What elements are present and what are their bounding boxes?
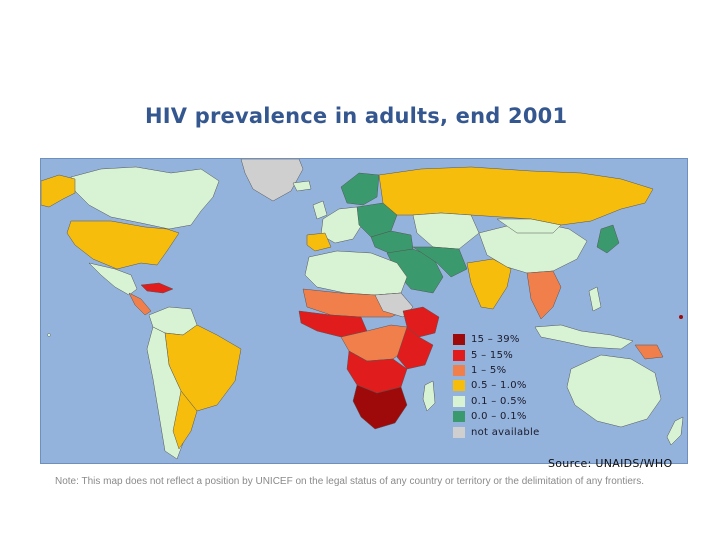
region-indonesia [534, 324, 634, 350]
map-legend: 15 – 39% 5 – 15% 1 – 5% 0.5 – 1.0% 0.1 –… [453, 332, 540, 440]
region-greenland [240, 159, 304, 202]
disclaimer-note: Note: This map does not reflect a positi… [55, 476, 644, 487]
island-marker [47, 333, 51, 337]
legend-label: 15 – 39% [471, 334, 520, 346]
legend-swatch [453, 426, 465, 438]
legend-item: not available [453, 424, 540, 439]
region-usa [66, 220, 180, 270]
region-australia [566, 354, 662, 428]
region-madagascar [422, 380, 436, 412]
legend-swatch [453, 349, 465, 361]
legend-item: 1 – 5% [453, 363, 540, 378]
region-uk [312, 200, 328, 220]
region-east-africa [396, 326, 434, 370]
legend-label: 5 – 15% [471, 349, 514, 361]
legend-label: 1 – 5% [471, 364, 507, 376]
legend-item: 0.5 – 1.0% [453, 378, 540, 393]
region-central-asia [412, 212, 480, 250]
legend-label: 0.0 – 0.1% [471, 411, 527, 423]
legend-item: 0.1 – 0.5% [453, 394, 540, 409]
region-alaska [41, 174, 76, 208]
island-marker [679, 315, 683, 319]
region-iberia [306, 232, 332, 252]
region-argentina [172, 390, 198, 450]
legend-label: 0.5 – 1.0% [471, 380, 527, 392]
region-iceland [292, 180, 312, 192]
legend-item: 0.0 – 0.1% [453, 409, 540, 424]
map-title: HIV prevalence in adults, end 2001 [145, 104, 568, 128]
region-japan [596, 224, 620, 254]
region-philippines [588, 286, 602, 312]
region-southern-africa [352, 384, 408, 430]
legend-item: 5 – 15% [453, 347, 540, 362]
legend-label: not available [471, 426, 540, 438]
region-western-europe [320, 206, 364, 244]
source-credit: Source: UNAIDS/WHO [548, 457, 673, 470]
legend-swatch [453, 380, 465, 392]
region-iran [412, 246, 468, 278]
region-central-america [128, 292, 152, 316]
region-mexico [88, 262, 138, 296]
legend-label: 0.1 – 0.5% [471, 395, 527, 407]
legend-swatch [453, 364, 465, 376]
region-mongolia [496, 218, 562, 234]
legend-swatch [453, 411, 465, 423]
legend-swatch [453, 395, 465, 407]
world-map [40, 158, 688, 464]
region-png [634, 344, 664, 360]
legend-swatch [453, 334, 465, 346]
legend-item: 15 – 39% [453, 332, 540, 347]
region-canada [70, 166, 220, 230]
world-map-canvas [41, 159, 684, 460]
region-southeast-asia [526, 270, 562, 320]
region-caribbean [140, 282, 174, 294]
region-india [466, 258, 512, 310]
region-new-zealand [666, 416, 684, 446]
region-scandinavia [340, 172, 380, 206]
